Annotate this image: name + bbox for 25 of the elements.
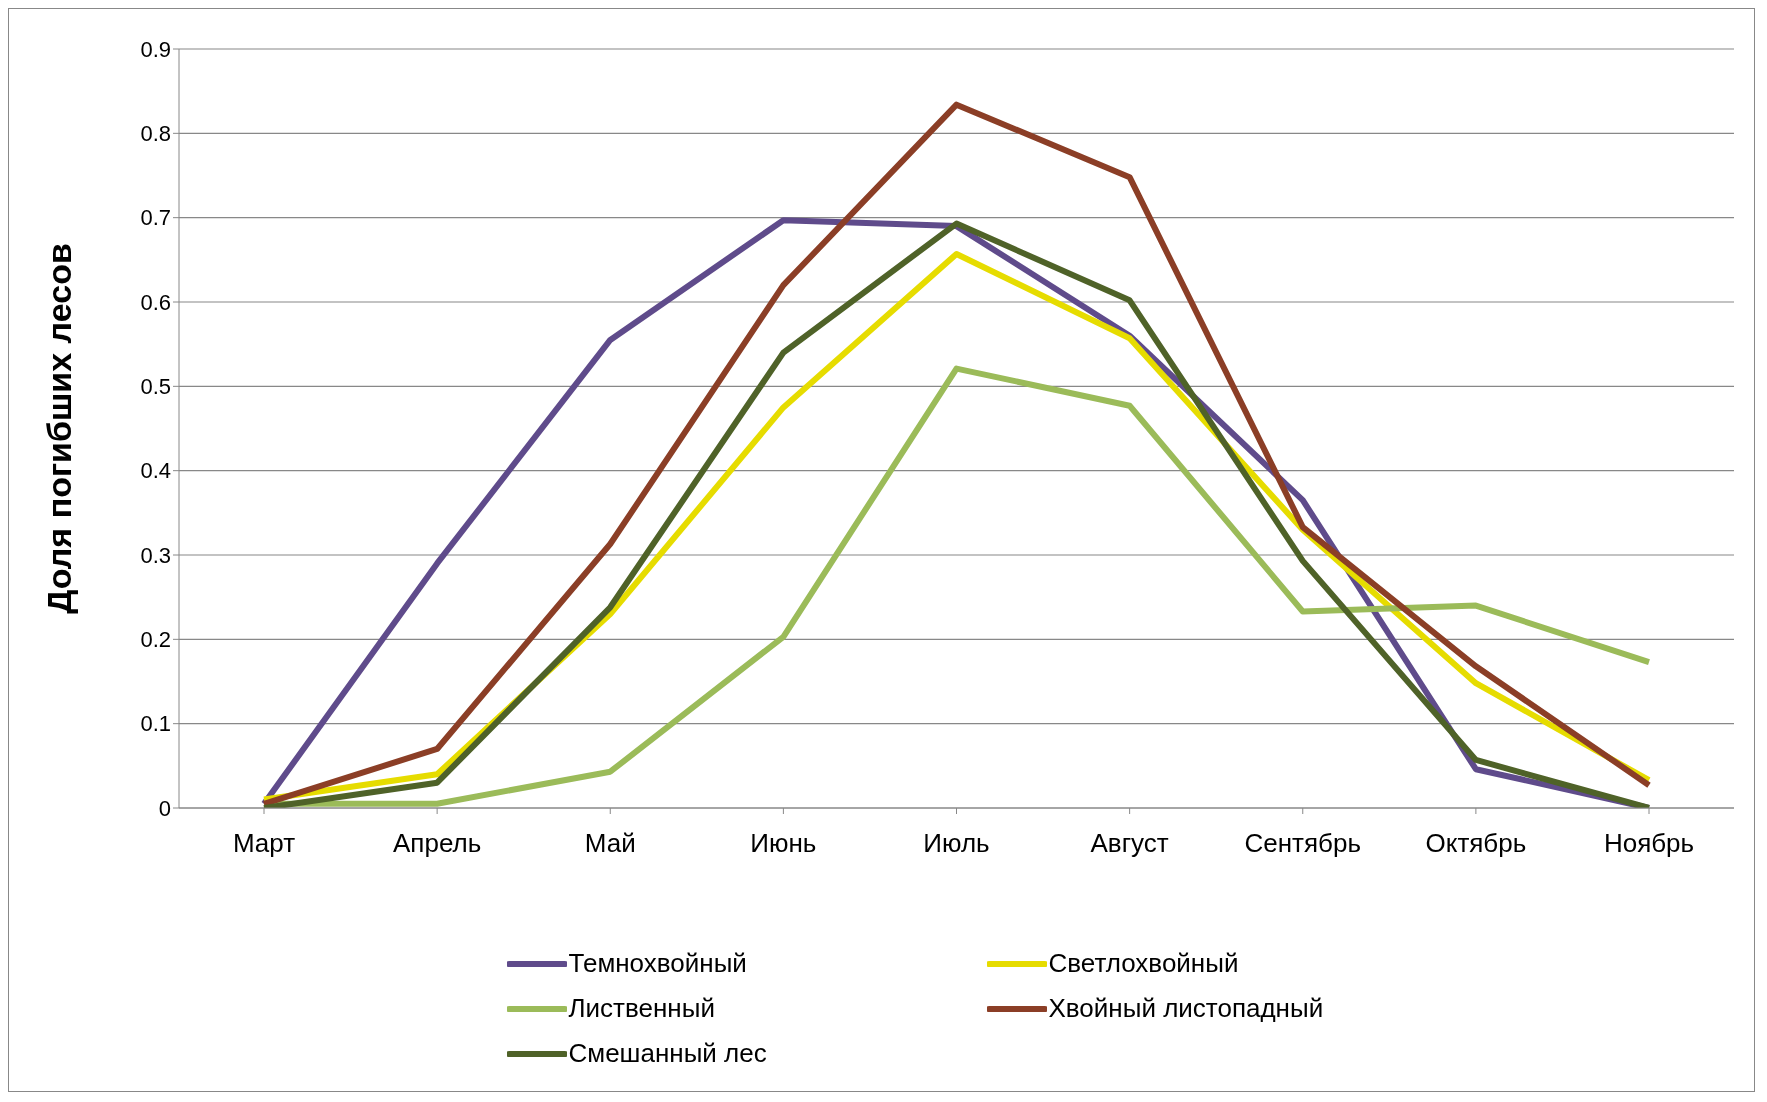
x-tick-label: Апрель bbox=[393, 828, 482, 859]
y-tick-label: 0.7 bbox=[140, 205, 171, 231]
y-tick-label: 0.5 bbox=[140, 374, 171, 400]
y-axis-title: Доля погибших лесов bbox=[40, 243, 79, 614]
legend-label: Смешанный лес bbox=[568, 1038, 767, 1069]
y-tick-label: 0.3 bbox=[140, 542, 171, 568]
x-tick-label: Март bbox=[232, 828, 296, 859]
legend-label: Темнохвойный bbox=[568, 948, 747, 979]
legend-label: Лиственный bbox=[568, 993, 715, 1024]
y-tick-label: 0.6 bbox=[140, 289, 171, 315]
y-tick-label: 0.9 bbox=[140, 36, 171, 62]
x-tick-label: Май bbox=[584, 828, 636, 859]
y-tick-label: 0.1 bbox=[140, 711, 171, 737]
y-tick-label: 0 bbox=[158, 795, 171, 821]
legend-label: Хвойный листопадный bbox=[1048, 993, 1324, 1024]
y-tick-label: 0.8 bbox=[140, 121, 171, 147]
x-tick-label: Июнь bbox=[750, 828, 817, 859]
x-tick-label: Июль bbox=[923, 828, 990, 859]
y-tick-label: 0.2 bbox=[140, 627, 171, 653]
x-tick-label: Ноябрь bbox=[1603, 828, 1695, 859]
x-tick-label: Август bbox=[1090, 828, 1169, 859]
legend-label: Светлохвойный bbox=[1048, 948, 1239, 979]
x-tick-label: Октябрь bbox=[1425, 828, 1527, 859]
x-tick-label: Сентябрь bbox=[1244, 828, 1361, 859]
y-tick-label: 0.4 bbox=[140, 458, 171, 484]
